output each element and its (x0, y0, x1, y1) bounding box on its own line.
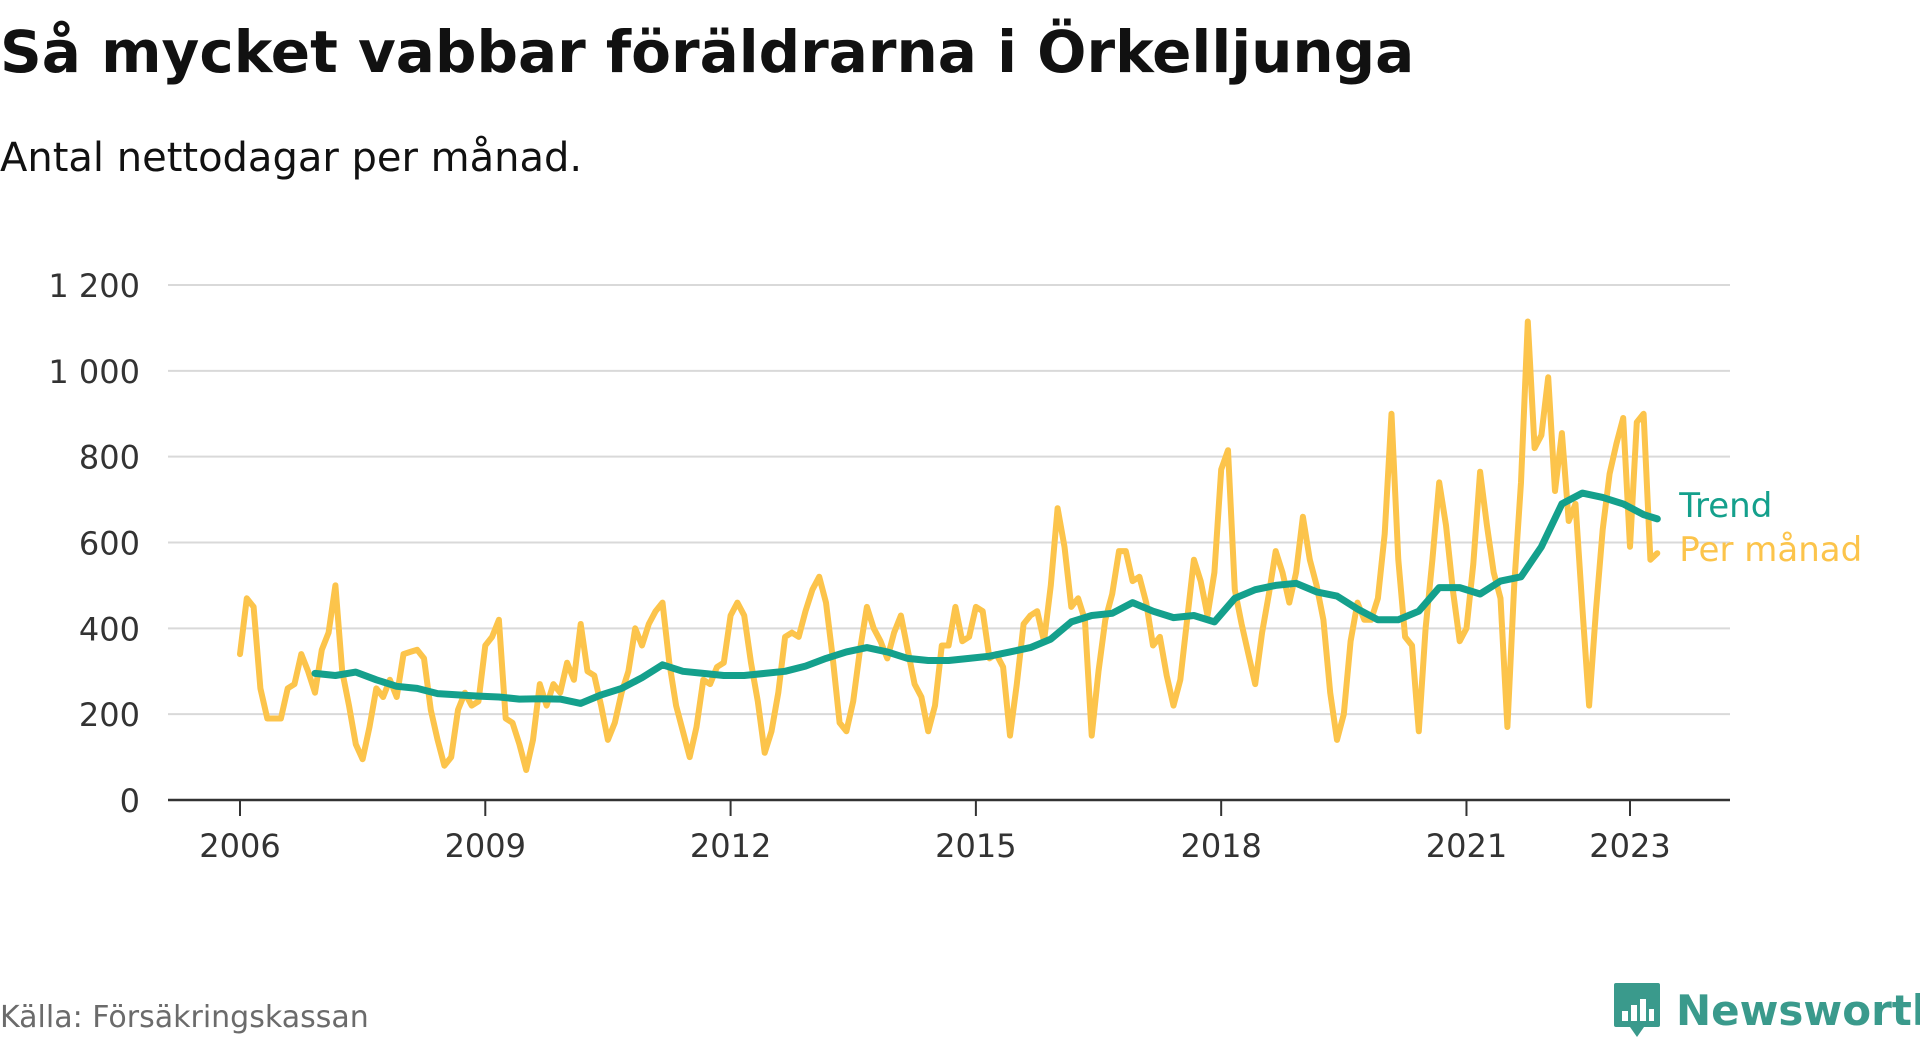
x-tick-label: 2015 (935, 827, 1016, 865)
series-lines (237, 318, 1661, 773)
brand-logo-block[interactable]: Newsworthy (1612, 980, 1920, 1040)
newsworthy-logo-icon (1614, 983, 1660, 1037)
x-tick-label: 2012 (690, 827, 771, 865)
y-tick-label: 400 (79, 610, 140, 648)
y-tick-label: 1 000 (48, 353, 140, 391)
chart-title: Så mycket vabbar föräldrarna i Örkelljun… (0, 18, 1415, 86)
y-tick-label: 600 (79, 525, 140, 563)
x-tick-label: 2023 (1589, 827, 1670, 865)
trend-series-line (311, 489, 1661, 707)
x-tick-label: 2021 (1426, 827, 1507, 865)
x-tick-label: 2018 (1180, 827, 1261, 865)
x-tick-label: 2009 (445, 827, 526, 865)
x-tick-label: 2006 (199, 827, 280, 865)
chart-subtitle: Antal nettodagar per månad. (0, 135, 583, 181)
y-axis-ticks: 0 200 400 600 800 1 000 1 200 (48, 267, 140, 820)
source-note: Källa: Försäkringskassan (0, 1000, 369, 1035)
monthly-series-label: Per månad (1679, 530, 1862, 570)
grid-lines (168, 284, 1730, 802)
y-tick-label: 0 (120, 782, 140, 820)
x-axis-ticks: 2006 2009 2012 2015 2018 2021 2023 (199, 800, 1671, 865)
y-tick-label: 1 200 (48, 267, 140, 305)
y-tick-label: 200 (79, 696, 140, 734)
brand-name: Newsworthy (1676, 985, 1920, 1035)
monthly-series-line (237, 318, 1661, 773)
y-tick-label: 800 (79, 439, 140, 477)
trend-series-label: Trend (1678, 486, 1772, 526)
